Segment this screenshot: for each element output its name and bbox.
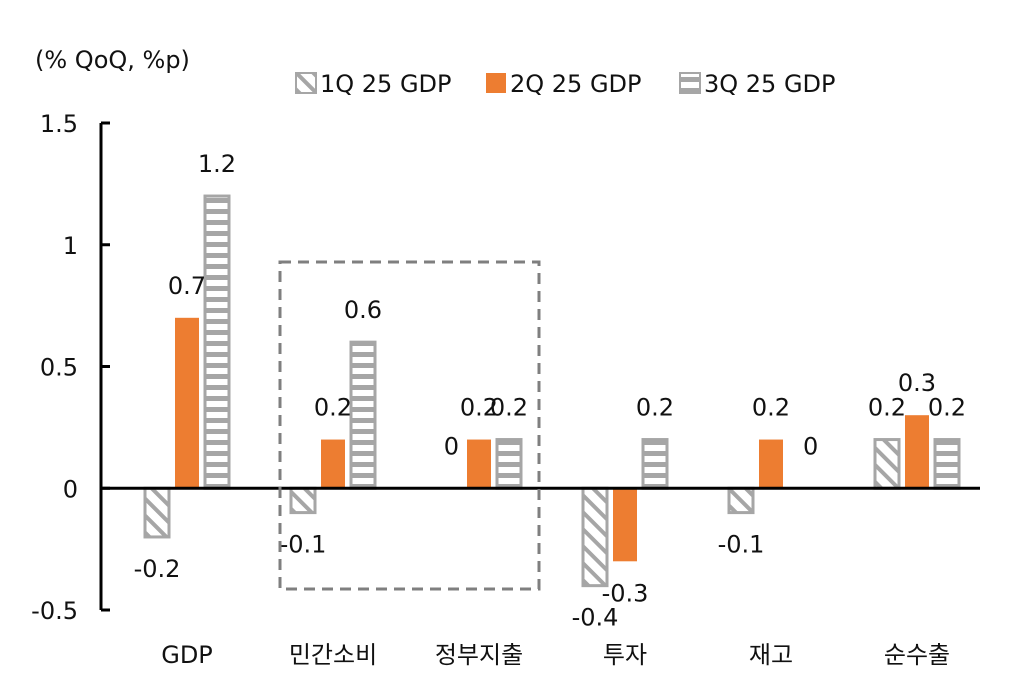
bar-1q25-1 (289, 486, 317, 515)
y-tick-label: 1 (63, 232, 78, 260)
legend-item-3q25[interactable]: 3Q 25 GDP (679, 70, 836, 98)
legend-item-1q25[interactable]: 1Q 25 GDP (295, 70, 452, 98)
y-tick-label: 1.5 (40, 110, 78, 138)
bar-3q25-3 (641, 438, 669, 490)
bar-3q25-2 (495, 438, 523, 490)
data-label-3q25-0: 1.2 (198, 150, 236, 178)
y-tick-label: 0 (63, 475, 78, 503)
y-unit-label: (% QoQ, %p) (35, 46, 190, 74)
category-label-0: GDP (161, 641, 213, 669)
bar-1q25-5 (873, 438, 901, 490)
data-label-1q25-4: -0.1 (718, 531, 765, 559)
plot-area: 1.510.50-0.5-0.20.71.2-0.10.20.600.20.2-… (31, 110, 980, 669)
legend-swatch-2q25 (486, 73, 506, 93)
y-tick-label: -0.5 (31, 597, 78, 625)
data-label-3q25-2: 0.2 (490, 394, 528, 422)
bar-1q25-4 (727, 486, 755, 515)
data-label-2q25-4: 0.2 (752, 394, 790, 422)
data-label-2q25-3: -0.3 (602, 579, 649, 607)
legend: 1Q 25 GDP 2Q 25 GDP 3Q 25 GDP (295, 70, 836, 98)
legend-swatch-3q25 (679, 72, 701, 94)
category-label-5: 순수출 (884, 641, 950, 669)
bar-1q25-3 (581, 486, 609, 588)
category-label-1: 민간소비 (289, 641, 377, 669)
data-label-1q25-3: -0.4 (572, 604, 619, 632)
data-label-1q25-1: -0.1 (280, 531, 327, 559)
bar-3q25-1 (349, 340, 377, 490)
legend-swatch-1q25 (295, 72, 317, 94)
data-label-2q25-5: 0.3 (898, 369, 936, 397)
data-label-1q25-0: -0.2 (134, 555, 181, 583)
legend-label-2q25: 2Q 25 GDP (510, 70, 642, 98)
bar-2q25-4 (759, 439, 783, 489)
bar-2q25-0 (175, 317, 199, 489)
bar-2q25-2 (467, 439, 491, 489)
category-label-4: 재고 (749, 641, 793, 669)
data-label-1q25-5: 0.2 (868, 394, 906, 422)
data-label-3q25-3: 0.2 (636, 394, 674, 422)
data-label-2q25-1: 0.2 (314, 394, 352, 422)
category-label-3: 투자 (603, 641, 647, 669)
data-label-2q25-2: 0.2 (460, 394, 498, 422)
legend-item-2q25[interactable]: 2Q 25 GDP (486, 70, 642, 98)
data-label-2q25-0: 0.7 (168, 272, 206, 300)
data-label-3q25-5: 0.2 (928, 394, 966, 422)
bar-3q25-5 (933, 438, 961, 490)
data-label-3q25-4: 0 (803, 432, 818, 460)
highlight-dashed-box (278, 260, 541, 591)
data-label-3q25-1: 0.6 (344, 296, 382, 324)
legend-label-3q25: 3Q 25 GDP (704, 70, 836, 98)
bar-2q25-5 (905, 415, 929, 489)
data-label-1q25-2: 0 (444, 432, 459, 460)
category-label-2: 정부지출 (435, 641, 523, 669)
bar-2q25-3 (613, 488, 637, 562)
bar-1q25-0 (143, 486, 171, 539)
bar-3q25-0 (203, 194, 231, 490)
bar-2q25-1 (321, 439, 345, 489)
y-tick-label: 0.5 (40, 354, 78, 382)
legend-label-1q25: 1Q 25 GDP (320, 70, 452, 98)
